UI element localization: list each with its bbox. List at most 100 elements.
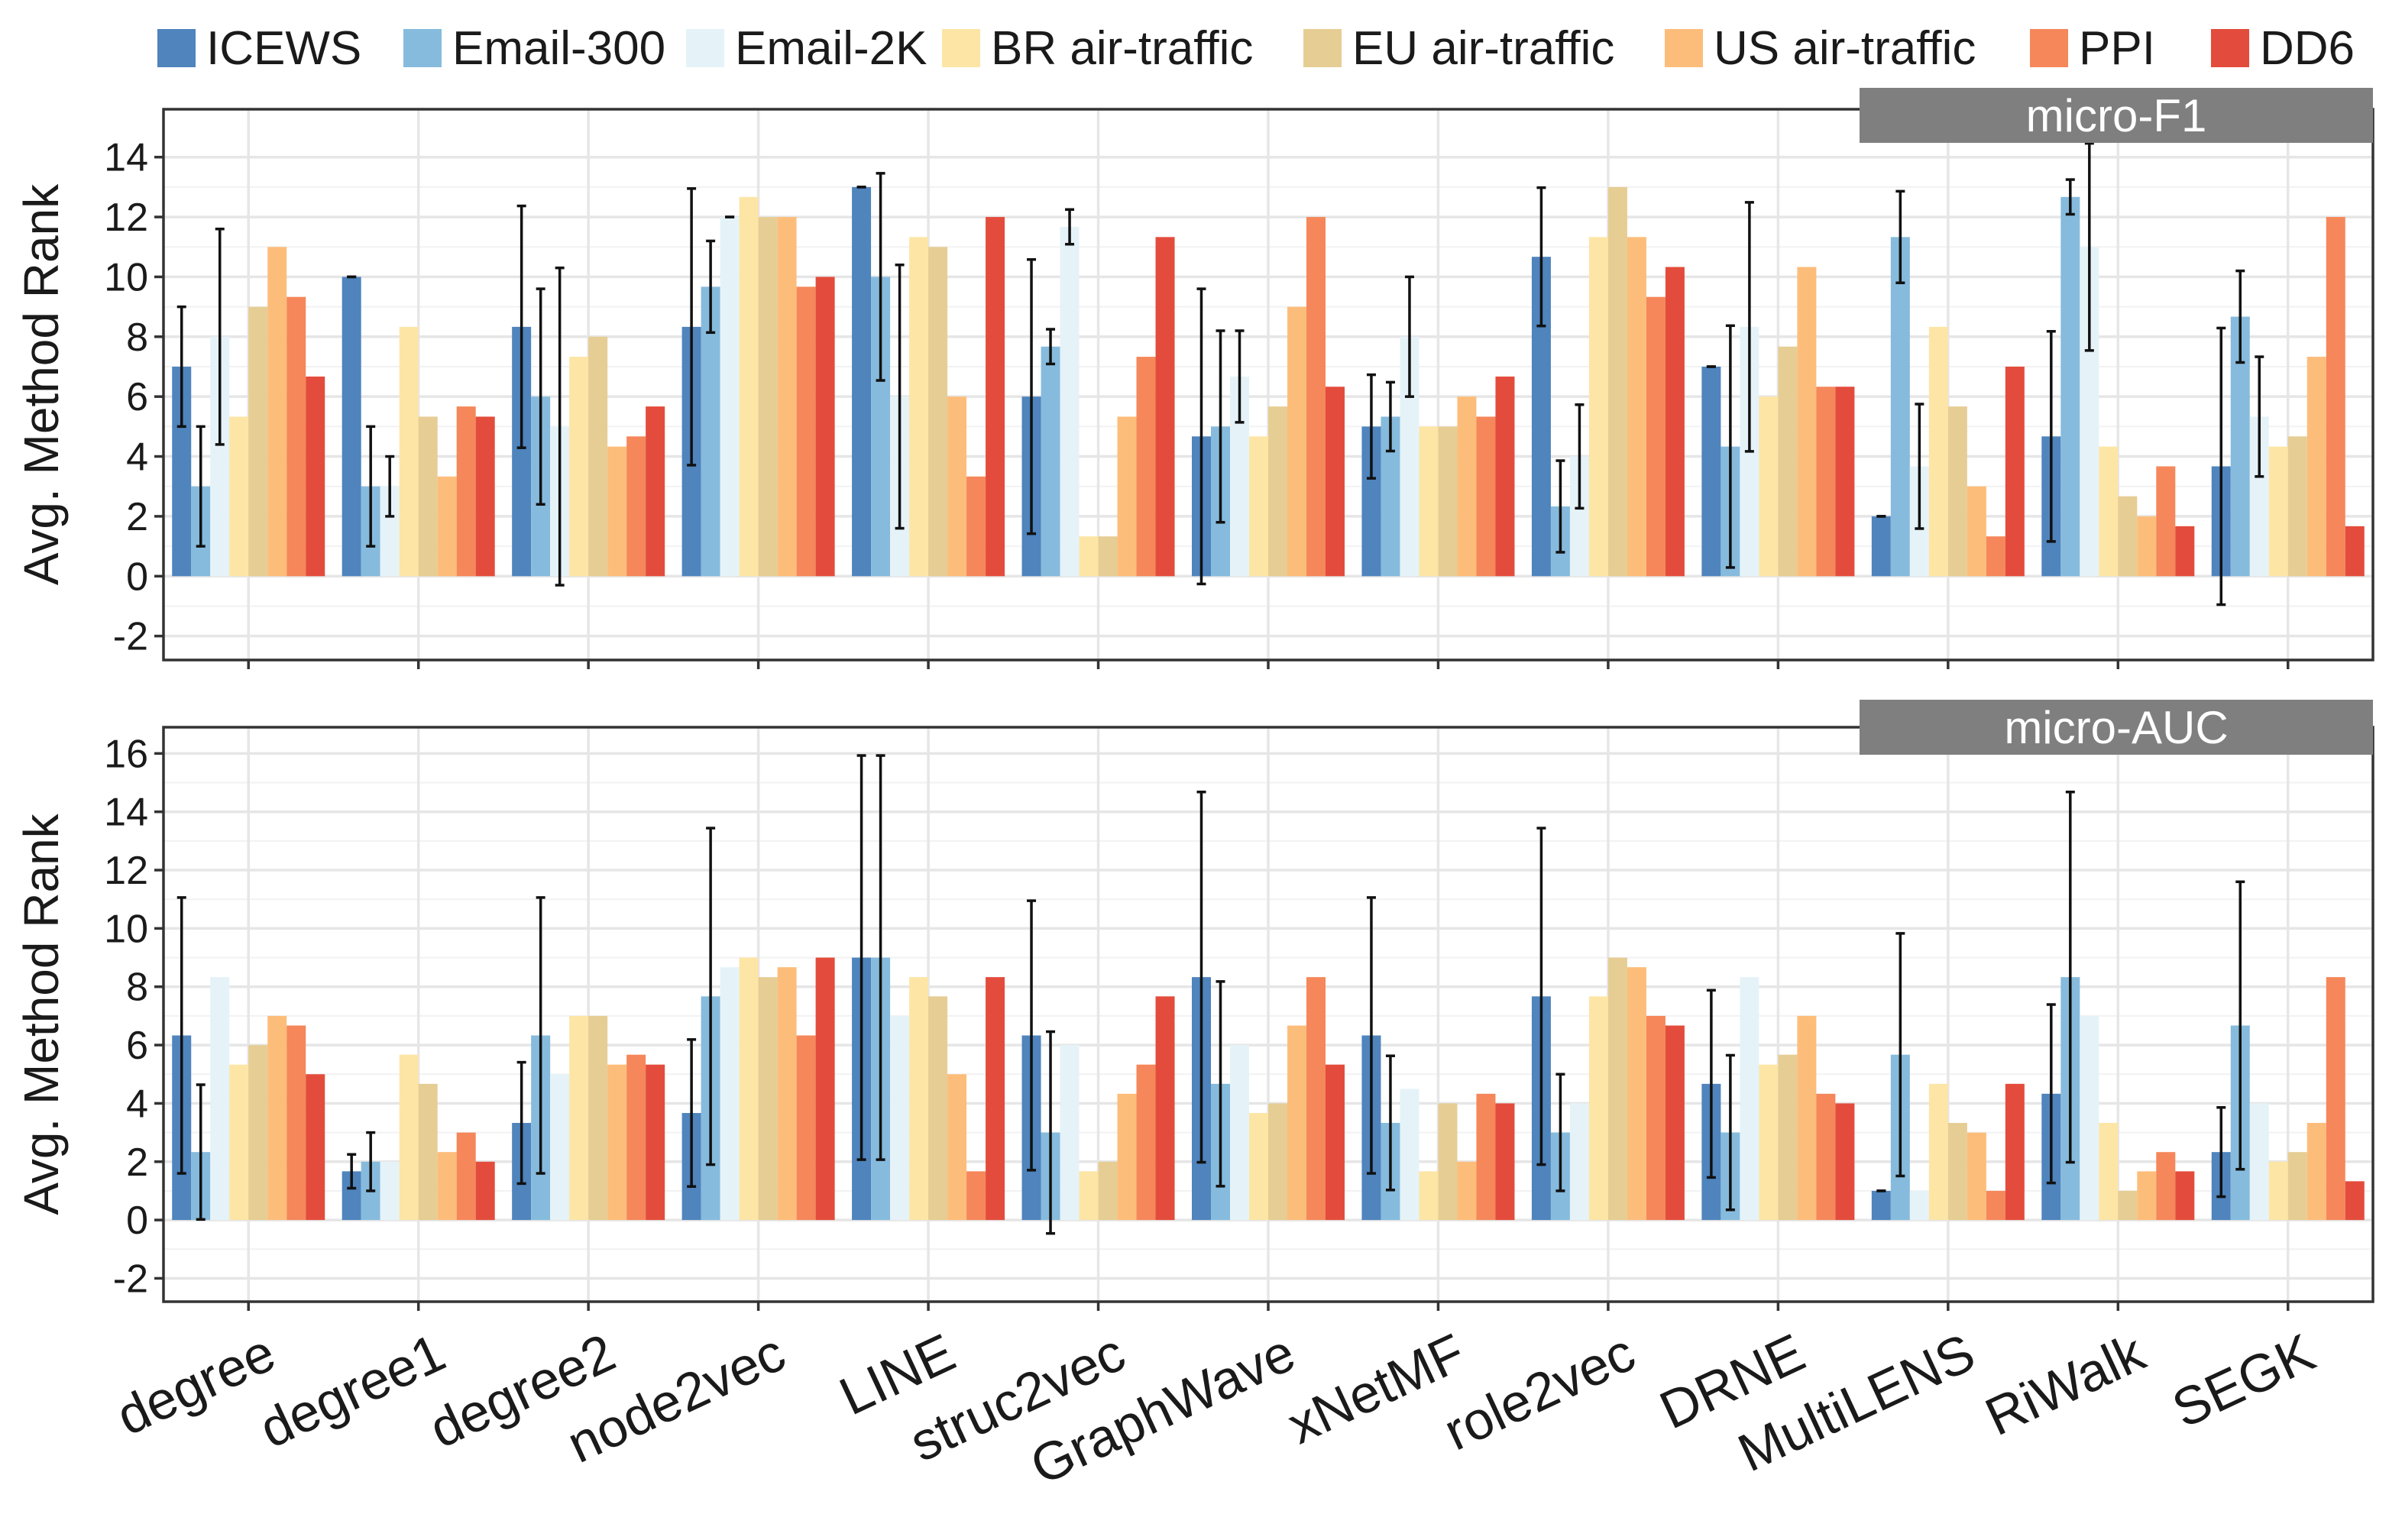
bar-us-air-traffic-multilens [1967,486,1986,577]
legend-item-br-air-traffic: BR air-traffic [942,22,1253,75]
bar-dd6-xnetmf [1495,1103,1515,1221]
legend-label: Email-2K [735,22,927,75]
bar-br-air-traffic-segk [2268,446,2288,577]
bar-ppi-line [966,1171,986,1221]
bar-dd6-segk [2345,1181,2365,1221]
errorbar-email-300-degree2 [536,287,545,506]
bar-br-air-traffic-struc2vec [1079,1171,1099,1221]
y-tick-label: 0 [126,1199,148,1243]
bar-br-air-traffic-degree1 [399,1054,419,1221]
bar-br-air-traffic-xnetmf [1419,1171,1439,1221]
bar-ppi-graphwave [1306,217,1326,577]
errorbar-email-300-riwalk [2065,790,2075,1164]
errorbar-icews-xnetmf [1366,373,1376,480]
y-tick-label: 2 [126,495,148,539]
bar-br-air-traffic-role2vec [1588,237,1608,577]
bar-eu-air-traffic-xnetmf [1438,1103,1458,1221]
errorbar-email-300-struc2vec [1046,1030,1056,1235]
y-tick-label: 14 [104,136,148,180]
bar-br-air-traffic-segk [2268,1161,2288,1221]
bar-eu-air-traffic-drne [1778,346,1798,577]
bar-ppi-node2vec [796,1035,816,1221]
errorbar-email-300-graphwave [1216,980,1225,1188]
bar-dd6-struc2vec [1155,237,1175,577]
bar-br-air-traffic-node2vec [739,957,759,1221]
y-tick-label: 14 [104,791,148,835]
y-tick-label: 10 [104,255,148,299]
bar-dd6-riwalk [2175,1171,2195,1221]
bar-ppi-xnetmf [1476,1093,1496,1221]
bar-ppi-drne [1816,387,1836,577]
bars [172,957,2365,1221]
bar-eu-air-traffic-line [928,996,948,1221]
bar-eu-air-traffic-line [928,247,948,577]
panel-strip [1860,700,2373,755]
bar-dd6-degree1 [475,1161,495,1221]
bar-dd6-line [986,977,1005,1221]
bar-ppi-struc2vec [1136,1064,1156,1221]
panel-micro-auc: -2 0 2 4 6 8 10 12 14 16 Avg. Method Rank micro-AUC [14,700,2374,1311]
y-tick-label: 0 [126,555,148,599]
y-axis: -2 0 2 4 6 8 10 12 14 [104,136,163,659]
bar-email-2k-struc2vec [1060,1045,1080,1221]
bar-dd6-role2vec [1665,1025,1685,1221]
errorbar-email-2k-riwalk [2084,141,2094,352]
y-axis: -2 0 2 4 6 8 10 12 14 16 [104,732,163,1301]
bar-email-2k-node2vec [720,217,740,577]
bar-us-air-traffic-multilens [1967,1132,1986,1221]
bar-eu-air-traffic-multilens [1947,406,1967,577]
legend-item-email-2k: Email-2K [686,22,927,75]
bar-us-air-traffic-node2vec [777,967,797,1221]
errorbar-email-2k-xnetmf [1404,275,1414,398]
bar-eu-air-traffic-role2vec [1607,186,1627,577]
bar-dd6-role2vec [1665,267,1685,577]
errorbar-email-300-line [876,754,885,1161]
errorbar-email-300-struc2vec [1046,328,1056,366]
bar-email-2k-degree2 [550,1074,570,1221]
errorbar-email-300-xnetmf [1385,1054,1395,1192]
bar-us-air-traffic-graphwave [1287,306,1306,577]
y-axis-title: Avg. Method Rank [14,183,69,585]
bar-eu-air-traffic-struc2vec [1098,536,1118,577]
bar-us-air-traffic-segk [2306,357,2326,577]
bar-dd6-degree1 [475,416,495,577]
bar-br-air-traffic-degree [229,1064,249,1221]
bar-dd6-riwalk [2175,526,2195,577]
y-tick-label: 4 [126,1082,148,1126]
bar-dd6-degree2 [646,1064,665,1221]
errorbar-email-300-node2vec [706,827,716,1166]
bar-ppi-degree2 [626,1054,646,1221]
bar-ppi-role2vec [1646,296,1666,577]
bar-us-air-traffic-degree1 [437,476,457,577]
bar-eu-air-traffic-degree2 [588,1015,608,1221]
y-tick-label: 6 [126,375,148,419]
errorbar-icews-degree2 [516,204,526,449]
errorbar-email-300-node2vec [706,239,716,335]
bar-us-air-traffic-drne [1797,267,1817,577]
bar-eu-air-traffic-degree1 [418,416,438,577]
errorbar-icews-node2vec [687,1038,697,1188]
errorbar-email-300-degree2 [536,896,545,1175]
bar-br-air-traffic-riwalk [2099,1123,2119,1221]
bar-email-2k-struc2vec [1060,226,1080,577]
legend-label: BR air-traffic [991,22,1253,75]
errorbar-email-300-degree [196,425,206,548]
bar-br-air-traffic-degree2 [569,357,589,577]
bar-br-air-traffic-multilens [1928,326,1948,577]
legend-swatch [157,29,196,67]
bar-email-2k-drne [1740,977,1759,1221]
errorbar-icews-role2vec [1536,827,1546,1166]
bar-email-2k-degree1 [380,1161,400,1221]
legend-label: US air-traffic [1714,22,1976,75]
bar-eu-air-traffic-segk [2287,1152,2307,1221]
bar-br-air-traffic-line [909,237,929,577]
bar-ppi-role2vec [1646,1015,1666,1221]
legend-label: EU air-traffic [1352,22,1614,75]
errorbar-icews-line [856,754,866,1161]
panel-strip-label: micro-AUC [2004,702,2228,753]
bar-ppi-drne [1816,1093,1836,1221]
bar-dd6-degree2 [646,406,665,577]
errorbar-email-2k-degree [215,227,225,446]
bar-ppi-riwalk [2156,1152,2176,1221]
